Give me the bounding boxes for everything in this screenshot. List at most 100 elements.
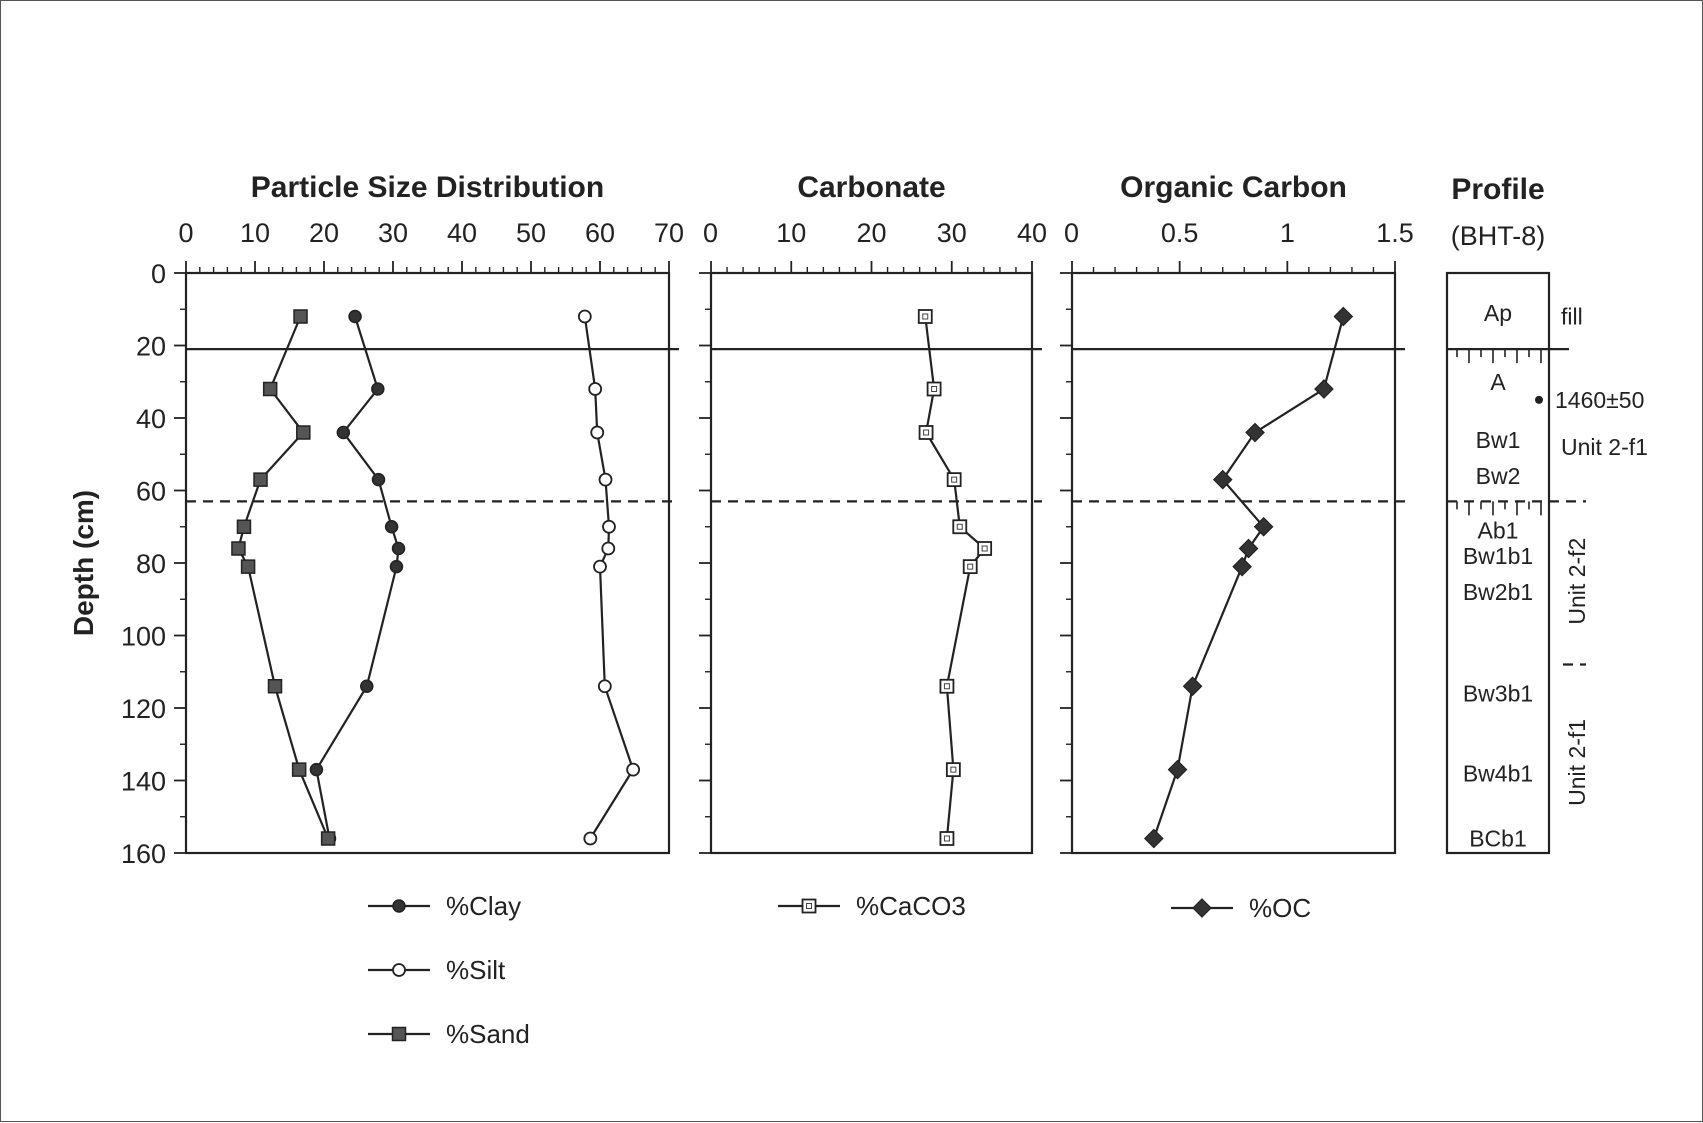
series-line-silt — [583, 316, 635, 840]
data-point-caco3 — [946, 472, 962, 488]
data-point-caco3 — [939, 678, 955, 694]
carbonate-x-tick-label: 40 — [1017, 218, 1047, 248]
data-point-caco3 — [918, 425, 934, 440]
organic-carbon-x-tick-label: 1 — [1280, 218, 1295, 248]
data-point-oc — [1245, 422, 1265, 443]
data-point-caco3 — [962, 559, 978, 575]
data-point-caco3-inner — [950, 766, 957, 773]
fill-label: fill — [1561, 304, 1583, 330]
unit-label-upper: Unit 2-f1 — [1561, 434, 1648, 460]
legend-label-silt: %Silt — [446, 955, 506, 985]
data-point-caco3-box — [918, 425, 934, 440]
data-point-sand — [267, 679, 283, 694]
horizon-label: Bw4b1 — [1463, 760, 1533, 786]
y-axis-title: Depth (cm) — [68, 490, 99, 636]
carbonate-plot-area — [709, 271, 1034, 855]
data-point-silt — [602, 519, 616, 534]
data-point-sand — [236, 519, 252, 534]
data-point-silt — [601, 541, 616, 556]
data-point-caco3-box — [946, 472, 962, 488]
horizon-label: Ap — [1484, 300, 1512, 326]
data-point-silt — [626, 762, 641, 777]
horizon-label: A — [1490, 369, 1506, 395]
data-point-caco3 — [939, 831, 955, 846]
data-point-sand — [291, 762, 307, 777]
organic-carbon-x-tick-label: 0.5 — [1161, 218, 1199, 248]
data-point-silt — [593, 559, 607, 574]
particle-size-distribution-title: Particle Size Distribution — [251, 171, 604, 204]
horizon-label: BCb1 — [1469, 826, 1527, 852]
legend-marker-sand — [391, 1026, 407, 1042]
data-point-oc — [1238, 538, 1259, 559]
data-point-caco3-box — [917, 309, 933, 324]
horizon-label: Bw2b1 — [1463, 579, 1533, 605]
legend-marker-caco3-inner — [806, 903, 812, 909]
organic-carbon-x-tick-label: 1.5 — [1376, 218, 1414, 248]
data-point-silt — [598, 472, 613, 487]
particle-size-distribution-x-tick-label: 30 — [378, 218, 408, 248]
data-point-caco3-inner — [951, 476, 958, 483]
data-point-clay — [336, 425, 351, 440]
legend-label-oc: %OC — [1249, 893, 1311, 923]
data-point-caco3 — [926, 381, 942, 397]
legend-marker-clay — [392, 899, 406, 913]
horizon-label: Bw3b1 — [1463, 681, 1533, 707]
data-point-sand — [296, 425, 311, 440]
data-point-silt — [583, 831, 598, 846]
data-point-oc — [1182, 676, 1203, 697]
horizon-label: Bw1 — [1476, 427, 1521, 453]
data-point-caco3-box — [952, 519, 968, 535]
data-point-oc — [1143, 828, 1164, 849]
horizon-label: Ab1 — [1478, 517, 1519, 543]
carbonate-x-tick-label: 30 — [937, 218, 967, 248]
profile-subtitle: (BHT-8) — [1451, 221, 1546, 251]
carbonate-x-tick-label: 20 — [856, 218, 886, 248]
particle-size-distribution-x-tick-label: 50 — [516, 218, 546, 248]
data-point-oc — [1333, 306, 1354, 327]
organic-carbon-plot-area — [1070, 271, 1397, 855]
series-line-caco3 — [924, 316, 987, 839]
y-tick-label: 20 — [136, 332, 166, 362]
data-point-caco3-box — [926, 381, 942, 397]
data-point-sand — [231, 541, 246, 556]
data-point-caco3-box — [977, 541, 993, 556]
particle-size-distribution-x-tick-label: 60 — [585, 218, 615, 248]
y-tick-label: 80 — [136, 549, 166, 579]
legend-marker-caco3 — [801, 898, 817, 914]
legend-marker-caco3-box — [801, 898, 817, 914]
data-point-clay — [360, 679, 374, 693]
y-tick-label: 140 — [121, 767, 166, 797]
data-point-caco3-box — [939, 831, 955, 846]
unit-label-middle: Unit 2-f2 — [1564, 538, 1590, 625]
particle-size-distribution-x-tick-label: 20 — [309, 218, 339, 248]
data-point-silt — [588, 382, 603, 396]
data-point-caco3-box — [962, 559, 978, 575]
particle-size-distribution-x-tick-label: 10 — [240, 218, 270, 248]
series-line-sand — [237, 316, 330, 839]
particle-size-distribution-x-tick-label: 40 — [447, 218, 477, 248]
data-point-caco3-inner — [922, 313, 929, 320]
horizon-label: Bw1b1 — [1463, 543, 1533, 569]
radiocarbon-date-label: 1460±50 — [1555, 387, 1644, 413]
data-point-clay — [309, 762, 324, 777]
data-point-sand — [253, 472, 268, 487]
y-tick-label: 0 — [151, 259, 166, 289]
data-point-sand — [262, 381, 278, 397]
data-point-oc — [1253, 516, 1274, 537]
carbonate-title: Carbonate — [797, 171, 945, 204]
data-point-clay — [348, 309, 362, 324]
particle-size-distribution-x-tick-label: 0 — [178, 218, 193, 248]
legend-label-caco3: %CaCO3 — [856, 891, 966, 921]
data-point-caco3-box — [945, 762, 961, 778]
data-point-clay — [371, 382, 385, 396]
data-point-clay — [389, 559, 404, 574]
series-line-oc — [1152, 316, 1345, 839]
data-point-caco3 — [952, 519, 968, 535]
y-tick-label: 120 — [121, 694, 166, 724]
data-point-oc — [1167, 759, 1188, 780]
unit-label-lower: Unit 2-f1 — [1564, 719, 1590, 806]
data-point-sand — [320, 831, 336, 846]
data-point-caco3-inner — [931, 386, 938, 392]
